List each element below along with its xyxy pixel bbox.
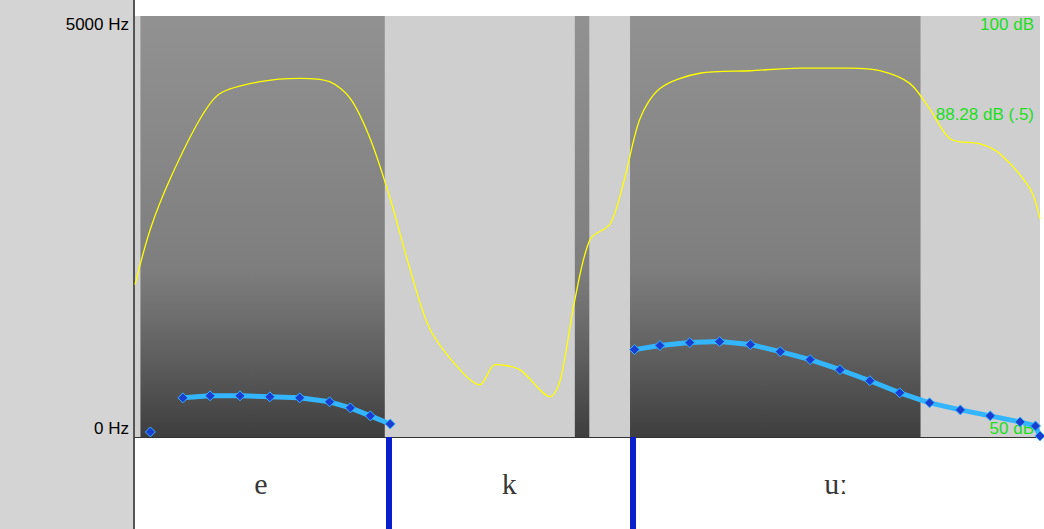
svg-text:100 dB: 100 dB bbox=[980, 15, 1034, 34]
svg-text:88.28 dB (.5): 88.28 dB (.5) bbox=[936, 105, 1034, 124]
svg-text:uː: uː bbox=[824, 467, 847, 500]
svg-text:k: k bbox=[502, 467, 517, 500]
svg-text:50 dB: 50 dB bbox=[989, 419, 1034, 438]
svg-text:0 Hz: 0 Hz bbox=[94, 419, 129, 438]
svg-text:5000 Hz: 5000 Hz bbox=[66, 15, 129, 34]
svg-text:e: e bbox=[254, 467, 267, 500]
